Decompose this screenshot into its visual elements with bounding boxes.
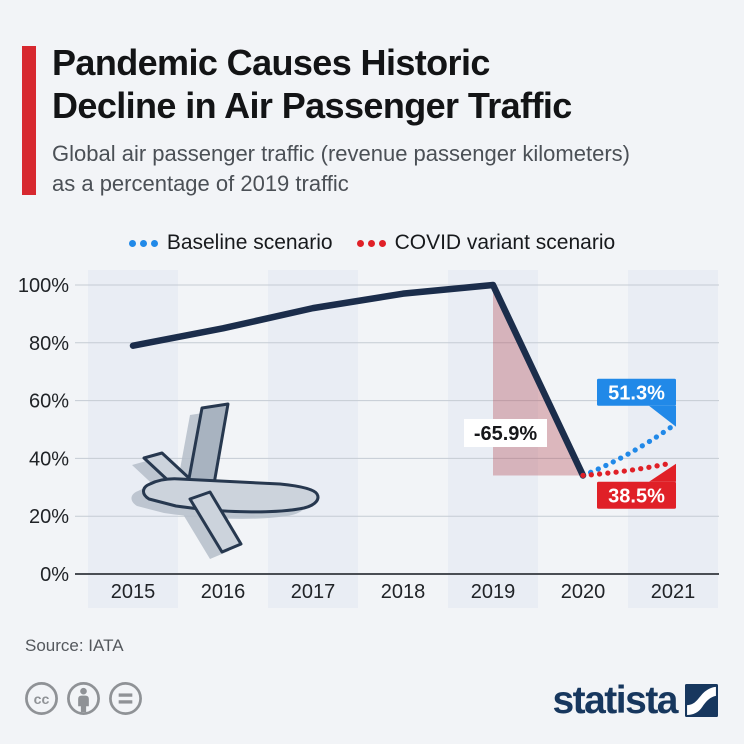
chart-series-layer: -65.9% 51.3% 38.5% xyxy=(129,281,676,509)
variant-callout-text: 38.5% xyxy=(608,486,665,508)
chart-legend: Baseline scenario COVID variant scenario xyxy=(0,231,744,255)
legend-label-baseline: Baseline scenario xyxy=(166,231,333,254)
baseline-callout-box xyxy=(597,378,676,406)
baseline-dots-icon xyxy=(128,239,158,247)
x-tick-label-2017: 2017 xyxy=(291,581,336,603)
y-tick-label-0: 0% xyxy=(40,564,69,586)
baseline-callout-text: 51.3% xyxy=(608,383,665,405)
chart-background-layer: 0% 20% 40% 60% 80% 100% 2015 2016 2017 2018 2019 20… xyxy=(18,270,719,608)
x-tick-label-2018: 2018 xyxy=(381,581,426,603)
year-band-2021 xyxy=(628,270,718,608)
title-accent-bar xyxy=(22,46,36,195)
title-line-1: Pandemic Causes Historic xyxy=(52,42,490,83)
line-chart: 0% 20% 40% 60% 80% 100% 2015 2016 2017 2018 2019 20… xyxy=(18,270,719,608)
no-derivatives-icon[interactable] xyxy=(107,680,144,717)
y-tick-label-20: 20% xyxy=(29,506,69,528)
y-tick-label-40: 40% xyxy=(29,448,69,470)
subtitle-line-1: Global air passenger traffic (revenue pa… xyxy=(52,141,630,166)
year-band-2015 xyxy=(88,270,178,608)
baseline-callout-tail xyxy=(649,405,676,427)
variant-callout-box xyxy=(597,481,676,509)
y-tick-label-80: 80% xyxy=(29,333,69,355)
x-tick-label-2020: 2020 xyxy=(561,581,606,603)
title-line-2: Decline in Air Passenger Traffic xyxy=(52,84,572,126)
x-tick-label-2019: 2019 xyxy=(471,581,516,603)
decline-label-box xyxy=(464,419,547,447)
airplane-icon xyxy=(131,402,320,559)
statista-logo[interactable]: statista xyxy=(552,681,718,720)
variant-callout-tail xyxy=(649,463,676,482)
page-subtitle: Global air passenger traffic (revenue pa… xyxy=(52,139,732,200)
creative-commons-icon[interactable]: cc xyxy=(23,680,60,717)
legend-label-covid-variant: COVID variant scenario xyxy=(394,231,616,254)
attribution-icon[interactable] xyxy=(65,680,102,717)
source-note: Source: IATA xyxy=(25,636,124,655)
series-dotted-baseline xyxy=(580,423,676,479)
series-dotted-covid-variant xyxy=(580,460,676,479)
y-tick-label-60: 60% xyxy=(29,391,69,413)
covid-variant-dots-icon xyxy=(356,239,386,247)
page-title: Pandemic Causes Historic Decline in Air … xyxy=(52,42,732,128)
statista-logo-text: statista xyxy=(552,679,678,722)
series-actual-line xyxy=(129,281,587,479)
y-tick-label-100: 100% xyxy=(18,275,69,297)
legend-item-covid-variant: COVID variant scenario xyxy=(356,231,616,255)
subtitle-line-2: as a percentage of 2019 traffic xyxy=(52,171,349,197)
x-tick-label-2016: 2016 xyxy=(201,581,246,603)
statista-logo-icon xyxy=(685,684,718,717)
legend-item-baseline: Baseline scenario xyxy=(128,231,333,255)
year-band-2017 xyxy=(268,270,358,608)
cc-license-icons[interactable]: cc xyxy=(23,680,144,717)
x-tick-label-2015: 2015 xyxy=(111,581,156,603)
decline-label-text: -65.9% xyxy=(474,423,538,445)
x-tick-label-2021: 2021 xyxy=(651,581,696,603)
svg-text:cc: cc xyxy=(34,691,50,707)
